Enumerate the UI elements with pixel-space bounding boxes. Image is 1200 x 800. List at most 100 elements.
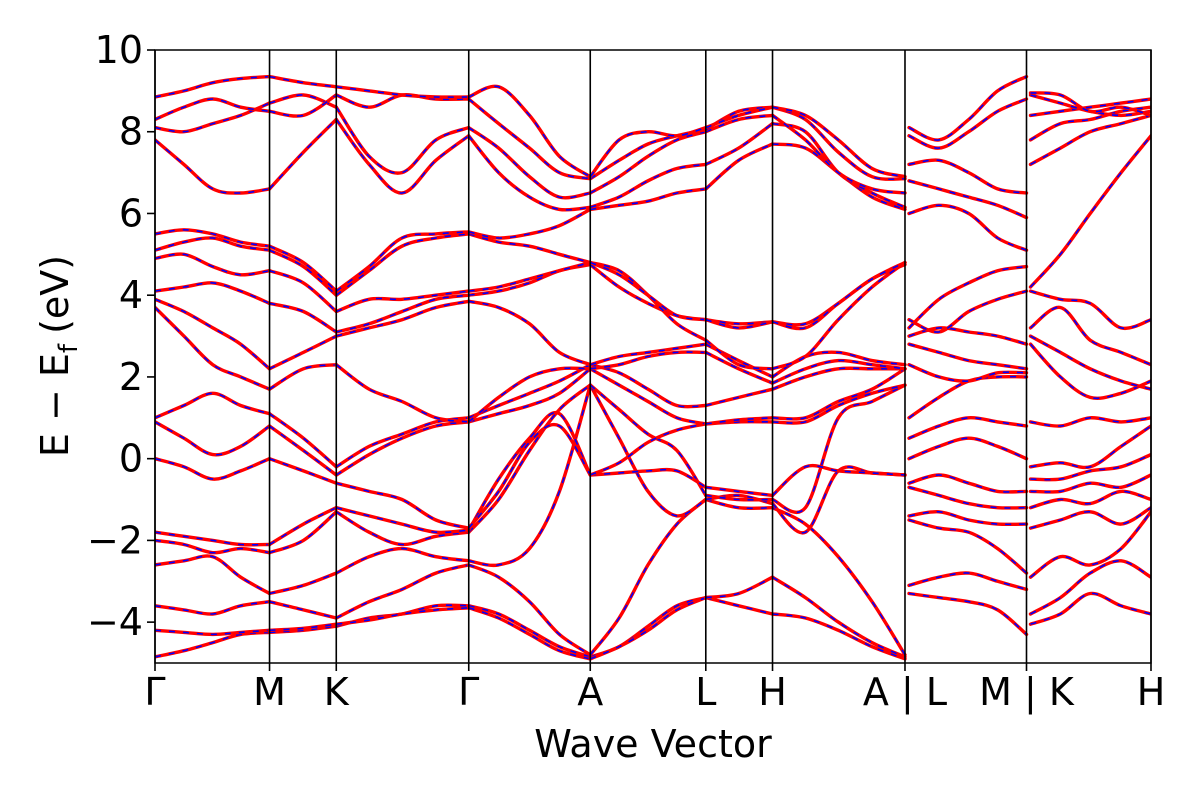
band-line-dashed-seg0-band5 xyxy=(155,531,270,546)
band-line-seg1-band12 xyxy=(267,269,338,314)
band-line-dashed-seg3-band10 xyxy=(468,300,591,366)
band-line-seg0-band7 xyxy=(155,420,272,457)
band-line-dashed-seg3-band17 xyxy=(468,98,591,180)
band-line-dashed-seg2-band14 xyxy=(335,231,469,292)
band-line-dashed-seg2-band2 xyxy=(335,564,469,619)
band-line-seg4-band6 xyxy=(588,422,708,477)
band-line-seg0-band15 xyxy=(155,138,272,195)
band-line-seg1-band10 xyxy=(267,334,338,371)
band-line-dashed-seg0-band1 xyxy=(155,629,270,636)
band-line-seg3-band13 xyxy=(467,232,592,265)
band-line-seg5-band12 xyxy=(704,338,775,371)
band-line-seg7-band3 xyxy=(907,510,1029,527)
band-line-seg7-band1 xyxy=(907,571,1029,592)
band-line-seg2-band6 xyxy=(334,481,471,530)
band-line-seg7-band6 xyxy=(907,436,1029,461)
band-line-seg1-band4 xyxy=(267,510,338,555)
band-line-dashed-seg8-band9 xyxy=(1029,343,1151,400)
band-line-seg0-band3 xyxy=(155,554,272,596)
band-line-seg4-band0 xyxy=(588,595,708,659)
band-line-seg3-band12 xyxy=(467,260,592,293)
band-line-seg4-band5 xyxy=(588,467,708,489)
band-line-dashed-seg4-band4 xyxy=(589,384,707,496)
band-line-dashed-seg3-band13 xyxy=(468,233,591,264)
band-line-dashed-seg3-band18 xyxy=(468,85,591,178)
band-line-seg0-band10 xyxy=(155,297,272,371)
band-line-dashed-seg5-band8 xyxy=(705,388,773,407)
y-tick-label: 6 xyxy=(119,191,143,235)
band-line-dashed-seg0-band14 xyxy=(155,228,270,247)
band-line-dashed-seg6-band10 xyxy=(772,351,906,378)
band-line-seg6-band17 xyxy=(770,105,907,181)
band-line-dashed-seg6-band5 xyxy=(771,464,906,497)
band-line-dashed-seg4-band14 xyxy=(590,188,706,211)
y-axis-ticks: −4 −2 0 2 4 6 8 10 xyxy=(87,28,155,644)
band-line-dashed-seg1-band7 xyxy=(269,425,337,476)
band-line-seg8-band18 xyxy=(1028,91,1151,118)
band-line-seg1-band16 xyxy=(267,93,338,109)
band-line-dashed-seg8-band2 xyxy=(1030,511,1151,578)
band-line-dashed-seg7-band2 xyxy=(908,519,1028,574)
band-line-dashed-seg2-band4 xyxy=(335,511,469,546)
band-line-dashed-seg0-band12 xyxy=(155,253,270,276)
band-line-dashed-seg7-band10 xyxy=(908,343,1027,370)
x-tick-label: Γ xyxy=(144,670,165,714)
plot-frame xyxy=(154,49,1152,664)
band-line-dashed-seg7-band9 xyxy=(908,363,1027,382)
band-line-dashed-seg1-band18 xyxy=(269,75,337,88)
band-line-dashed-seg5-band16 xyxy=(705,114,773,133)
band-line-dashed-seg2-band6 xyxy=(336,482,469,529)
band-line-seg8-band10 xyxy=(1028,334,1151,391)
band-line-dashed-seg6-band16 xyxy=(772,114,906,194)
band-line-dashed-seg2-band9 xyxy=(335,364,469,423)
y-axis-title-unit: (eV) xyxy=(33,255,77,334)
band-line-dashed-seg6-band13 xyxy=(772,261,906,330)
band-line-seg4-band11 xyxy=(588,262,708,322)
band-line-dashed-seg7-band15 xyxy=(908,180,1027,219)
band-line-seg2-band15 xyxy=(334,117,471,195)
band-line-dashed-seg1-band1 xyxy=(269,623,337,632)
band-line-seg4-band12 xyxy=(588,260,708,342)
band-line-seg3-band0 xyxy=(467,604,592,659)
band-line-seg0-band8 xyxy=(155,391,272,420)
band-line-dashed-seg0-band6 xyxy=(155,457,270,480)
y-tick-label: 10 xyxy=(95,28,143,72)
band-line-dashed-seg8-band0 xyxy=(1030,592,1151,625)
band-line-dashed-seg3-band2 xyxy=(468,564,591,656)
band-line-dashed-seg3-band4 xyxy=(468,384,591,533)
band-line-seg4-band7 xyxy=(588,367,708,426)
band-line-dashed-seg7-band3 xyxy=(908,510,1027,526)
band-line-dashed-seg0-band2 xyxy=(155,600,270,615)
band-line-dashed-seg2-band5 xyxy=(336,506,469,534)
band-line-dashed-seg7-band6 xyxy=(908,437,1027,460)
band-line-dashed-seg0-band15 xyxy=(155,139,270,194)
band-line-seg0-band6 xyxy=(155,457,272,481)
band-line-dashed-seg6-band6 xyxy=(772,384,906,424)
band-line-seg8-band0 xyxy=(1028,591,1151,626)
band-line-dashed-seg2-band7 xyxy=(335,421,469,476)
band-line-seg8-band9 xyxy=(1028,342,1151,400)
band-line-seg2-band4 xyxy=(334,510,471,547)
y-tick-label: 8 xyxy=(119,110,143,154)
band-line-dashed-seg0-band10 xyxy=(155,298,271,370)
band-line-seg0-band16 xyxy=(155,101,272,134)
band-line-dashed-seg3-band15 xyxy=(468,135,591,211)
band-lines xyxy=(155,74,1151,661)
band-line-dashed-seg0-band16 xyxy=(155,102,270,133)
y-tick-label: −4 xyxy=(87,600,143,644)
band-line-seg1-band6 xyxy=(267,457,338,485)
band-line-seg7-band2 xyxy=(907,518,1029,575)
band-line-seg8-band4 xyxy=(1028,489,1151,510)
band-line-dashed-seg2-band0 xyxy=(336,604,469,627)
band-line-dashed-seg5-band5 xyxy=(705,486,773,497)
band-line-seg8-band3 xyxy=(1028,506,1151,530)
band-line-dashed-seg7-band17 xyxy=(908,98,1027,149)
band-line-dashed-seg4-band12 xyxy=(590,261,707,341)
band-line-dashed-seg6-band18 xyxy=(772,106,906,178)
band-line-seg5-band1 xyxy=(704,575,775,600)
x-tick-label: H xyxy=(758,670,787,714)
band-line-dashed-seg0-band8 xyxy=(155,392,270,419)
band-line-seg3-band7 xyxy=(467,367,592,424)
x-tick-label: A | L xyxy=(863,670,947,715)
band-line-seg0-band9 xyxy=(155,305,272,391)
